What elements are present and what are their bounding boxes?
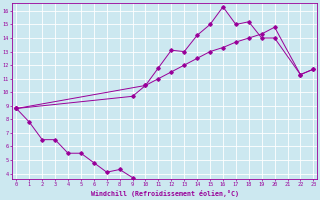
X-axis label: Windchill (Refroidissement éolien,°C): Windchill (Refroidissement éolien,°C) bbox=[91, 190, 239, 197]
